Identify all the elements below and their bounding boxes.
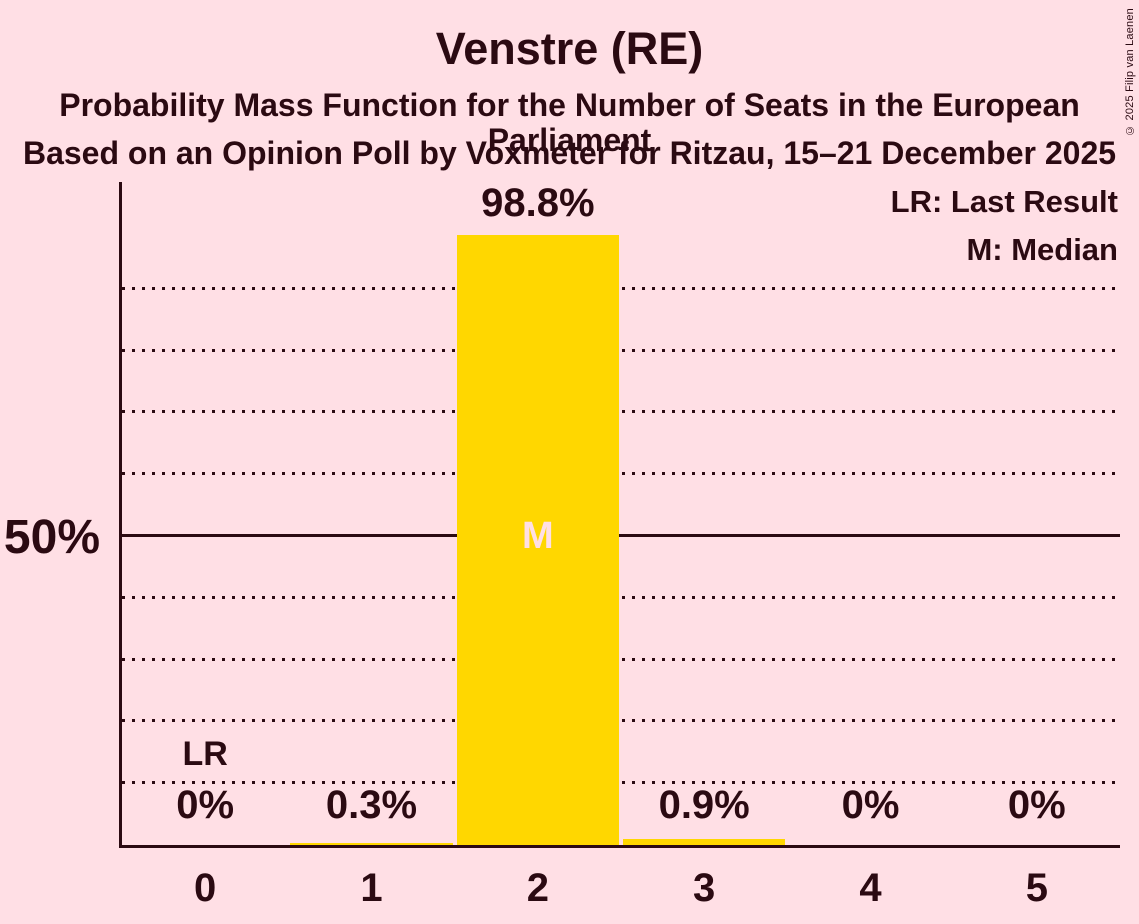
value-label-seats-0: 0% [176, 783, 235, 827]
bar-seats-2 [456, 234, 619, 845]
bar-seats-1 [290, 843, 453, 845]
y-axis-tick-label: 50% [3, 511, 100, 565]
x-axis-ticks: 0 1 2 3 4 5 [122, 868, 1120, 918]
median-marker: M [522, 515, 554, 558]
x-tick-label-4: 4 [859, 866, 882, 910]
value-label-seats-1: 0.3% [325, 783, 418, 827]
value-label-seats-5: 0% [1007, 783, 1066, 827]
x-tick-label-3: 3 [693, 866, 716, 910]
gridline-dotted-70pct [122, 410, 1120, 414]
value-label-seats-4: 0% [841, 783, 900, 827]
chart-title: Venstre (RE) [435, 23, 704, 74]
x-tick-label-0: 0 [194, 866, 217, 910]
last-result-marker: LR [182, 734, 228, 773]
value-label-seats-2: 98.8% [481, 180, 595, 225]
gridline-dotted-60pct [122, 472, 1120, 476]
gridline-solid-50pct [122, 534, 1120, 538]
x-tick-label-5: 5 [1025, 866, 1048, 910]
gridline-dotted-80pct [122, 348, 1120, 352]
x-tick-label-2: 2 [526, 866, 549, 910]
gridline-dotted-90pct [122, 286, 1120, 290]
value-label-seats-3: 0.9% [658, 783, 750, 827]
plot-area: 0% 0.3% 98.8% 0.9% 0% 0% LR M [119, 182, 1120, 848]
chart-subtitle-line1: Probability Mass Function for the Number… [59, 87, 1080, 159]
x-tick-label-1: 1 [360, 866, 383, 910]
gridline-dotted-20pct [122, 719, 1120, 723]
bar-seats-3 [623, 839, 786, 845]
legend-median: M: Median [966, 232, 1118, 267]
gridline-dotted-30pct [122, 657, 1120, 661]
gridline-dotted-10pct [122, 781, 1120, 785]
gridline-dotted-40pct [122, 595, 1120, 599]
chart-subtitle-line2: Based on an Opinion Poll by Voxmeter for… [22, 135, 1117, 171]
legend-last-result: LR: Last Result [890, 184, 1118, 219]
